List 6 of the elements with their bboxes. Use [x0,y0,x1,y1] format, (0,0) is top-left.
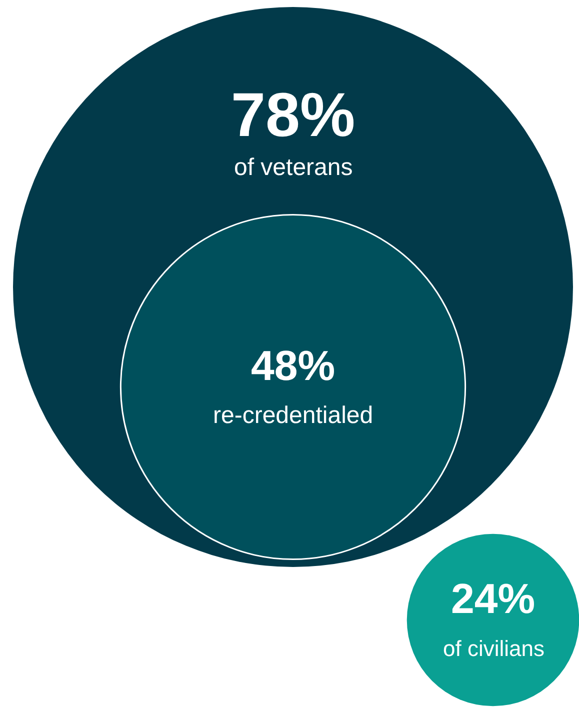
category-label: of civilians [443,636,544,661]
category-label: re-credentialed [213,402,374,429]
data-label: 78% [231,81,356,150]
data-label: 48% [251,342,336,389]
category-label: of veterans [234,154,353,181]
data-label: 24% [451,575,536,622]
